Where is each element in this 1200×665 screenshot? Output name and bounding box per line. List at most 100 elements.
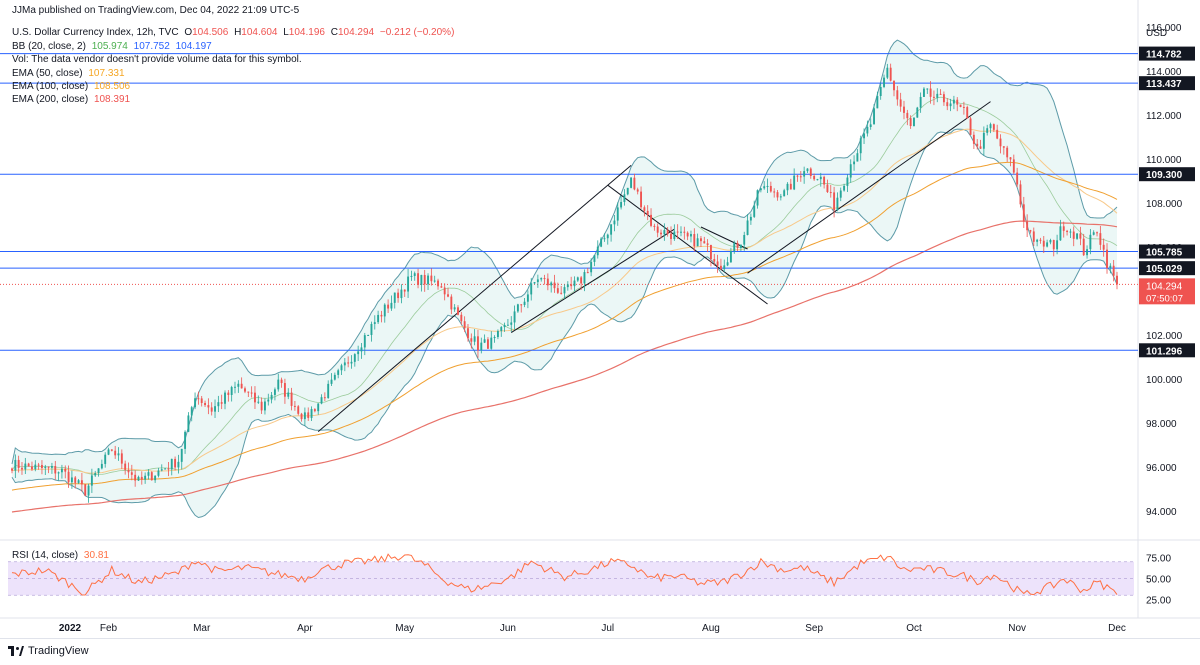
- candle-body: [380, 314, 383, 317]
- candle-body: [100, 463, 103, 469]
- candle-body: [1082, 238, 1085, 256]
- level-tag: 101.296: [1146, 346, 1183, 357]
- candle-body: [996, 129, 999, 139]
- candle-body: [477, 336, 479, 351]
- y-tick-label: 114.000: [1146, 67, 1182, 78]
- candle-body: [676, 231, 679, 233]
- bb-legend[interactable]: BB (20, close, 2) 105.974 107.752 104.19…: [12, 40, 215, 53]
- candle-body: [21, 468, 23, 470]
- candle-body: [47, 466, 50, 468]
- candle-body: [257, 401, 260, 403]
- candle-body: [1002, 146, 1005, 148]
- candle-body: [210, 407, 213, 412]
- candle-body: [447, 294, 449, 297]
- ema200-legend[interactable]: EMA (200, close) 108.391: [12, 93, 133, 106]
- candle-body: [483, 339, 486, 343]
- candle-body: [393, 292, 396, 303]
- candle-body: [809, 168, 812, 176]
- level-tag: 105.785: [1146, 248, 1183, 259]
- candle-body: [373, 322, 376, 324]
- candle-body: [496, 331, 499, 338]
- candle-body: [966, 107, 969, 119]
- candle-body: [819, 176, 822, 180]
- candle-body: [357, 351, 360, 355]
- candle-body: [1059, 226, 1062, 241]
- level-tag: 109.300: [1146, 170, 1183, 181]
- candle-body: [320, 397, 323, 404]
- candle-body: [500, 327, 503, 332]
- candle-body: [650, 214, 652, 226]
- ema50-legend[interactable]: EMA (50, close) 107.331: [12, 67, 128, 80]
- candle-body: [417, 273, 420, 285]
- candle-body: [863, 133, 865, 139]
- candle-body: [313, 409, 316, 412]
- candle-body: [503, 324, 506, 328]
- candle-body: [939, 93, 942, 95]
- candle-body: [839, 190, 842, 198]
- candle-body: [746, 220, 749, 236]
- candle-body: [952, 99, 955, 104]
- candle-body: [786, 183, 789, 191]
- candle-body: [829, 192, 832, 194]
- candle-body: [57, 472, 60, 474]
- candle-body: [706, 243, 709, 245]
- candle-body: [397, 292, 400, 299]
- bb-upper-line: [11, 39, 1118, 465]
- x-tick-label: Sep: [805, 623, 823, 634]
- candle-body: [1042, 240, 1045, 247]
- candle-body: [340, 365, 343, 371]
- candle-body: [1116, 275, 1118, 285]
- candle-body: [853, 161, 856, 165]
- trendline-3: [700, 226, 748, 250]
- candle-body: [370, 323, 373, 335]
- x-tick-label: Jul: [601, 623, 614, 634]
- candle-body: [560, 292, 563, 294]
- candle-body: [836, 197, 839, 211]
- vol-legend[interactable]: Vol: The data vendor doesn't provide vol…: [12, 53, 305, 66]
- bb-band-fill: [12, 40, 1117, 518]
- candle-body: [626, 187, 629, 195]
- candle-body: [796, 175, 799, 177]
- candle-body: [1062, 226, 1065, 231]
- candle-body: [383, 304, 386, 317]
- symbol-legend[interactable]: U.S. Dollar Currency Index, 12h, TVC O10…: [12, 26, 457, 39]
- candle-body: [207, 405, 210, 408]
- candle-body: [264, 401, 266, 411]
- candle-body: [683, 231, 686, 233]
- candle-body: [670, 233, 672, 240]
- candle-body: [297, 406, 300, 414]
- candle-body: [1072, 231, 1075, 239]
- tradingview-logo[interactable]: TradingView: [8, 645, 89, 657]
- candle-body: [237, 383, 240, 387]
- candle-body: [893, 80, 895, 91]
- candle-body: [403, 289, 406, 292]
- candle-body: [919, 96, 922, 108]
- candle-body: [50, 466, 53, 468]
- candle-body: [703, 241, 706, 244]
- ema100-line: [11, 161, 1118, 491]
- candle-body: [969, 118, 972, 135]
- candle-body: [876, 96, 879, 109]
- change-value: −0.212 (−0.20%): [379, 27, 455, 38]
- candle-body: [227, 392, 230, 395]
- candle-body: [513, 311, 516, 323]
- candle-body: [407, 276, 410, 292]
- candle-body: [343, 362, 346, 366]
- candle-body: [533, 282, 536, 284]
- candle-body: [490, 337, 493, 349]
- candle-body: [293, 405, 296, 407]
- candle-body: [1069, 231, 1072, 233]
- candle-body: [377, 314, 380, 323]
- candle-body: [120, 453, 123, 464]
- ema100-legend[interactable]: EMA (100, close) 108.506: [12, 80, 133, 93]
- candle-body: [633, 177, 636, 190]
- candle-body: [460, 314, 463, 322]
- candle-body: [976, 143, 979, 147]
- candle-body: [107, 449, 110, 455]
- candle-body: [37, 464, 40, 466]
- currency-label: USD: [1146, 28, 1167, 39]
- candle-body: [959, 104, 962, 107]
- candle-body: [673, 231, 676, 240]
- rsi-legend[interactable]: RSI (14, close) 30.81: [12, 549, 112, 562]
